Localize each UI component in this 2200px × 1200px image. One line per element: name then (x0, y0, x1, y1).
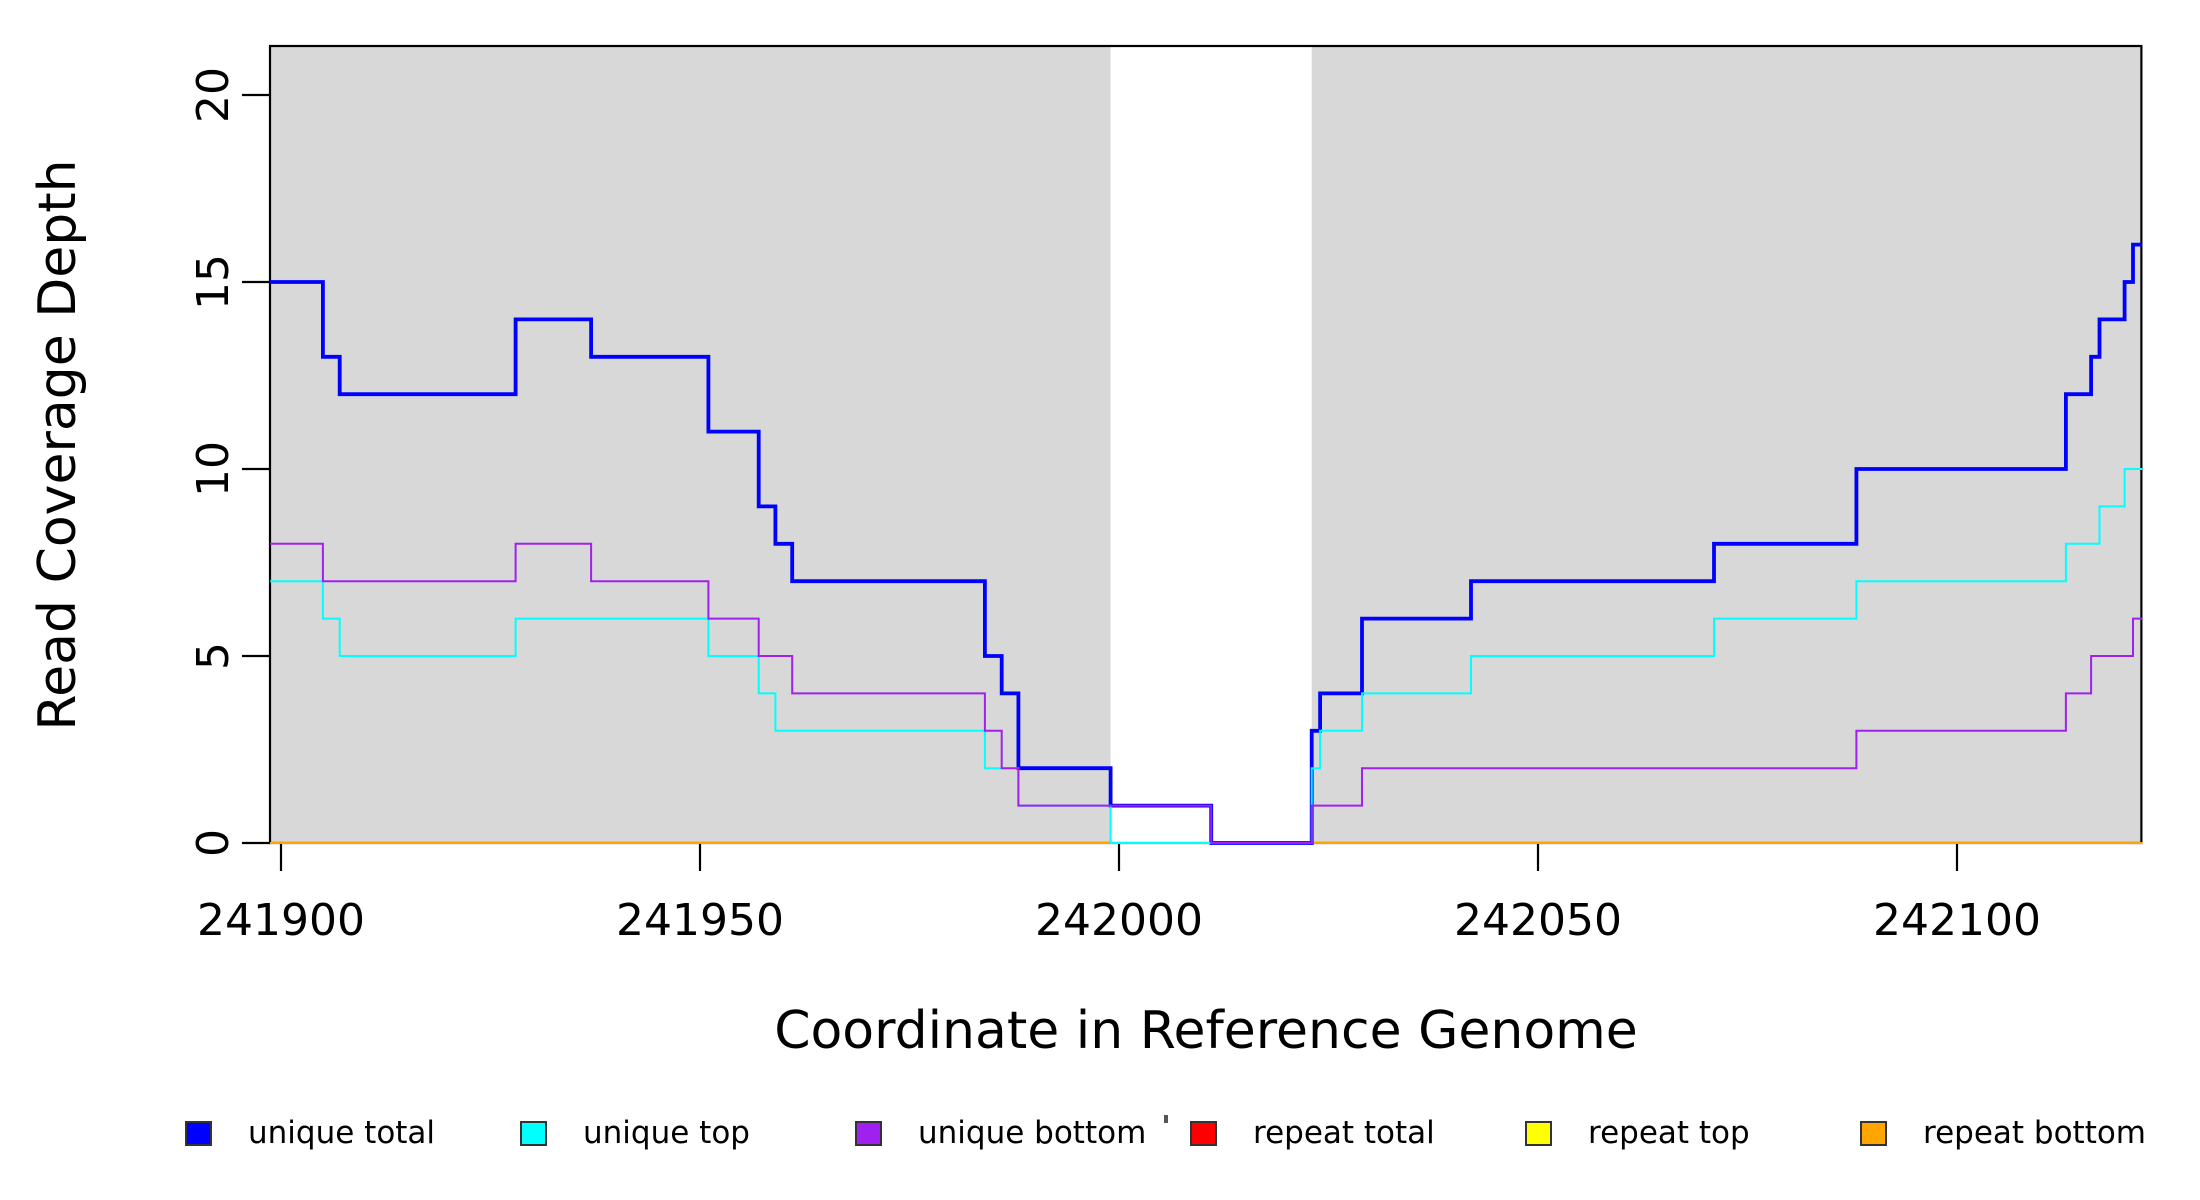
legend-item-label: repeat bottom (1923, 1115, 2147, 1151)
x-tick-label: 241950 (616, 895, 784, 946)
legend-item-label: repeat total (1253, 1115, 1435, 1151)
y-tick-label: 20 (188, 67, 239, 123)
shaded-regions-layer (270, 46, 2143, 843)
legend-item-repeat-bottom: repeat bottom (1860, 1111, 2146, 1155)
y-tick-label: 0 (188, 829, 239, 857)
unique-total-swatch-icon (185, 1120, 212, 1146)
shaded-region (270, 46, 1111, 843)
legend-item-unique-total: unique total (185, 1111, 435, 1155)
shaded-region (1311, 46, 2143, 843)
x-tick-label: 242100 (1873, 895, 2041, 946)
unique-top-swatch-icon (520, 1120, 547, 1146)
legend-item-label: repeat top (1588, 1115, 1750, 1151)
y-axis-title: Read Coverage Depth (28, 159, 88, 730)
x-tick-label: 242000 (1035, 895, 1203, 946)
legend-item-unique-top: unique top (520, 1111, 750, 1155)
repeat-bottom-swatch-icon (1860, 1120, 1887, 1146)
x-tick-label: 241900 (197, 895, 365, 946)
unique-bottom-swatch-icon (855, 1120, 882, 1146)
y-tick-label: 5 (188, 642, 239, 670)
legend-item-repeat-top: repeat top (1525, 1111, 1750, 1155)
x-axis-title: Coordinate in Reference Genome (774, 1001, 1638, 1061)
axes-layer: 241900 241950 242000 242050 242100 0 5 10 15 20 (188, 67, 2041, 946)
legend-item-label: unique bottom (918, 1115, 1147, 1151)
x-tick-label: 242050 (1454, 895, 1622, 946)
y-tick-label: 10 (188, 441, 239, 497)
series-unique-bottom-line (270, 542, 2143, 844)
repeat-total-swatch-icon (1190, 1120, 1217, 1146)
legend-item-label: unique top (583, 1115, 750, 1151)
series-layer (270, 242, 2143, 845)
legend-item-unique-bottom: unique bottom (855, 1111, 1146, 1155)
repeat-top-swatch-icon (1525, 1120, 1552, 1146)
y-tick-label: 15 (188, 254, 239, 310)
legend-stray-mark (1164, 1115, 1168, 1123)
legend-item-repeat-total: repeat total (1190, 1111, 1435, 1155)
legend-item-label: unique total (248, 1115, 436, 1151)
